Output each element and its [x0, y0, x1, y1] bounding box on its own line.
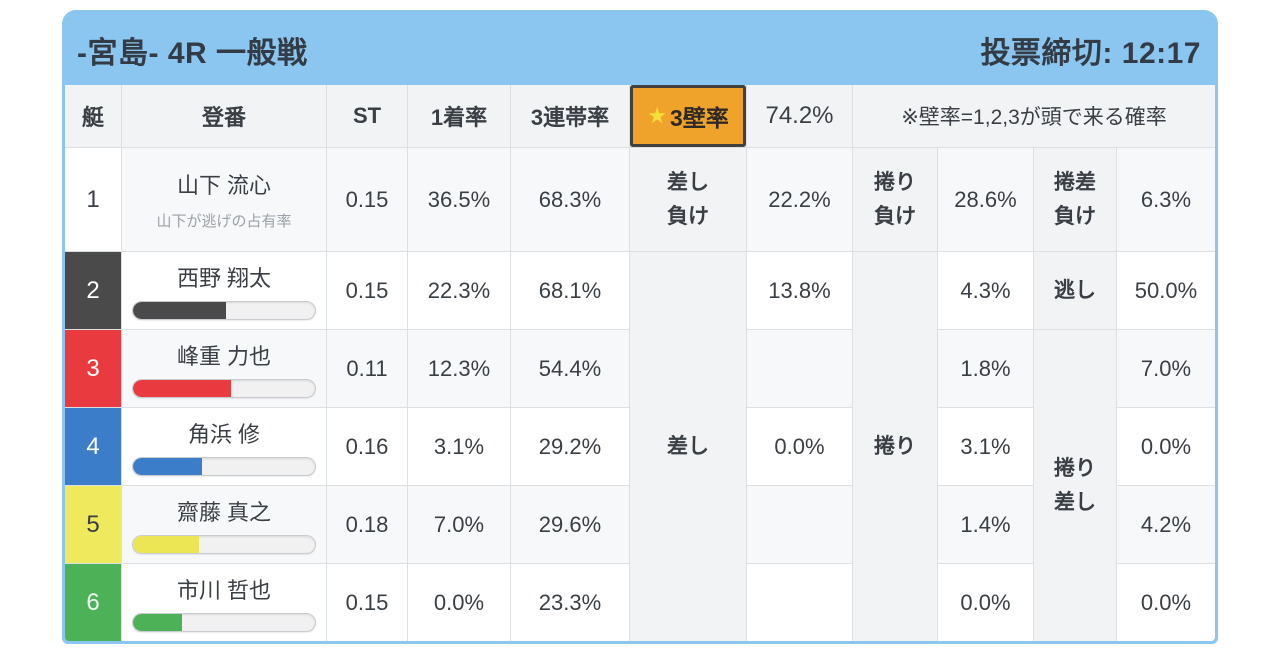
col-header-win-rate: 1着率: [408, 85, 510, 147]
col-header-st: ST: [327, 85, 407, 147]
racer-name: 山下 流心: [176, 173, 272, 198]
label-line: 負け: [1054, 204, 1096, 228]
makurizashi-value: 7.0%: [1117, 330, 1215, 407]
sashi-value: [747, 330, 852, 407]
racer-stat-bar-fill: [133, 302, 226, 319]
win-rate-value: 7.0%: [408, 486, 510, 563]
race-title: -宮島- 4R 一般戦: [77, 36, 308, 70]
boat-number: 2: [65, 252, 121, 329]
racer-stat-bar-fill: [133, 458, 203, 475]
st-value: 0.18: [327, 486, 407, 563]
sashi-value: [747, 564, 852, 641]
makuri-value: 4.3%: [938, 252, 1033, 329]
racer-name: 角浜 修: [187, 422, 261, 447]
sashi-value: 0.0%: [747, 408, 852, 485]
col-header-top3-rate: 3連帯率: [511, 85, 629, 147]
sashi-merged-label: 差し: [630, 252, 746, 641]
sashi-value: 22.2%: [747, 148, 852, 251]
sashi-value: [747, 486, 852, 563]
nigashi-label: 逃し: [1034, 252, 1116, 329]
race-table: 艇 登番 ST 1着率 3連帯率 ★ 3壁率 74.2% ※壁率=1,2,3が頭で…: [65, 85, 1215, 641]
racer-stat-bar-fill: [133, 536, 199, 553]
label-line: 捲差: [1054, 170, 1096, 194]
st-value: 0.16: [327, 408, 407, 485]
makurizashi-value: 4.2%: [1117, 486, 1215, 563]
racer-name: 西野 翔太: [176, 266, 272, 291]
racer-name: 峰重 力也: [176, 344, 272, 369]
top3-rate-value: 68.3%: [511, 148, 629, 251]
makuri-value: 28.6%: [938, 148, 1033, 251]
racer-cell: 齋藤 真之: [122, 486, 326, 563]
label-line: 捲り: [874, 170, 916, 194]
vote-deadline: 投票締切: 12:17: [980, 36, 1201, 70]
racer-stat-bar: [132, 535, 316, 554]
racer-stat-bar-fill: [133, 380, 232, 397]
label-line: 捲り: [1054, 456, 1096, 480]
makurizashi-merged-label: 捲り 差し: [1034, 330, 1116, 641]
racer-subtitle: 山下が逃げの占有率: [156, 213, 292, 230]
makuri-value: 3.1%: [938, 408, 1033, 485]
racer-stat-bar: [132, 379, 316, 398]
racer-name: 市川 哲也: [176, 578, 272, 603]
win-rate-value: 0.0%: [408, 564, 510, 641]
racer-cell: 市川 哲也: [122, 564, 326, 641]
win-rate-value: 12.3%: [408, 330, 510, 407]
makurizashi-value: 0.0%: [1117, 408, 1215, 485]
top3-rate-value: 23.3%: [511, 564, 629, 641]
racer-stat-bar: [132, 457, 316, 476]
win-rate-value: 36.5%: [408, 148, 510, 251]
racer-name: 齋藤 真之: [176, 500, 272, 525]
col-header-racer: 登番: [122, 85, 326, 147]
racer-cell: 峰重 力也: [122, 330, 326, 407]
st-value: 0.11: [327, 330, 407, 407]
top3-rate-value: 54.4%: [511, 330, 629, 407]
col-header-boat: 艇: [65, 85, 121, 147]
wall-rate-note: ※壁率=1,2,3が頭で来る確率: [853, 85, 1215, 147]
racer-stat-bar: [132, 613, 316, 632]
wall-rate-value: 74.2%: [747, 85, 852, 147]
sashi-make-label: 差し 負け: [630, 148, 746, 251]
st-value: 0.15: [327, 148, 407, 251]
race-card: -宮島- 4R 一般戦 投票締切: 12:17 艇 登番 ST 1着率 3連帯率…: [62, 10, 1218, 644]
label-line: 差し: [1054, 490, 1096, 514]
racer-cell: 西野 翔太: [122, 252, 326, 329]
makurizashi-make-label: 捲差 負け: [1034, 148, 1116, 251]
label-line: 負け: [667, 204, 709, 228]
racer-cell: 角浜 修: [122, 408, 326, 485]
boat-number: 6: [65, 564, 121, 641]
makurizashi-value: 6.3%: [1117, 148, 1215, 251]
makuri-value: 1.8%: [938, 330, 1033, 407]
top3-rate-value: 68.1%: [511, 252, 629, 329]
label-line: 差し: [667, 170, 709, 194]
racer-cell: 山下 流心 山下が逃げの占有率: [122, 148, 326, 251]
wall-rate-label: 3壁率: [669, 105, 729, 131]
racer-stat-bar: [132, 301, 316, 320]
boat-number: 1: [65, 148, 121, 251]
nigashi-value: 50.0%: [1117, 252, 1215, 329]
win-rate-value: 22.3%: [408, 252, 510, 329]
makuri-make-label: 捲り 負け: [853, 148, 937, 251]
boat-number: 3: [65, 330, 121, 407]
win-rate-value: 3.1%: [408, 408, 510, 485]
boat-number: 4: [65, 408, 121, 485]
top3-rate-value: 29.6%: [511, 486, 629, 563]
star-icon: ★: [647, 103, 667, 128]
makuri-value: 1.4%: [938, 486, 1033, 563]
label-line: 負け: [874, 204, 916, 228]
makuri-merged-label: 捲り: [853, 252, 937, 641]
st-value: 0.15: [327, 252, 407, 329]
st-value: 0.15: [327, 564, 407, 641]
wall-rate-header-button[interactable]: ★ 3壁率: [630, 85, 746, 147]
race-header-bar: -宮島- 4R 一般戦 投票締切: 12:17: [65, 10, 1215, 85]
makurizashi-value: 0.0%: [1117, 564, 1215, 641]
top3-rate-value: 29.2%: [511, 408, 629, 485]
racer-stat-bar-fill: [133, 614, 183, 631]
makuri-value: 0.0%: [938, 564, 1033, 641]
boat-number: 5: [65, 486, 121, 563]
sashi-value: 13.8%: [747, 252, 852, 329]
